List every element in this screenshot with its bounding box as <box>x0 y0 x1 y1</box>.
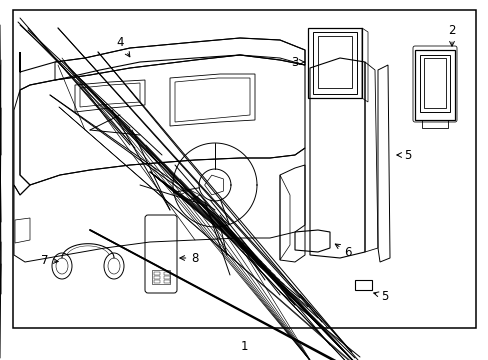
Text: 6: 6 <box>335 244 351 258</box>
Text: 4: 4 <box>116 36 130 57</box>
Text: 8: 8 <box>180 252 198 265</box>
Bar <box>154 272 160 275</box>
Text: 5: 5 <box>396 149 411 162</box>
Text: 2: 2 <box>447 23 455 46</box>
Text: 3: 3 <box>291 55 304 68</box>
Bar <box>163 276 170 279</box>
Bar <box>154 280 160 283</box>
Bar <box>163 272 170 275</box>
Bar <box>13 10 475 328</box>
Bar <box>163 280 170 283</box>
Text: 1: 1 <box>240 341 247 354</box>
Bar <box>154 276 160 279</box>
Text: 5: 5 <box>373 289 388 302</box>
Text: 7: 7 <box>41 253 58 266</box>
